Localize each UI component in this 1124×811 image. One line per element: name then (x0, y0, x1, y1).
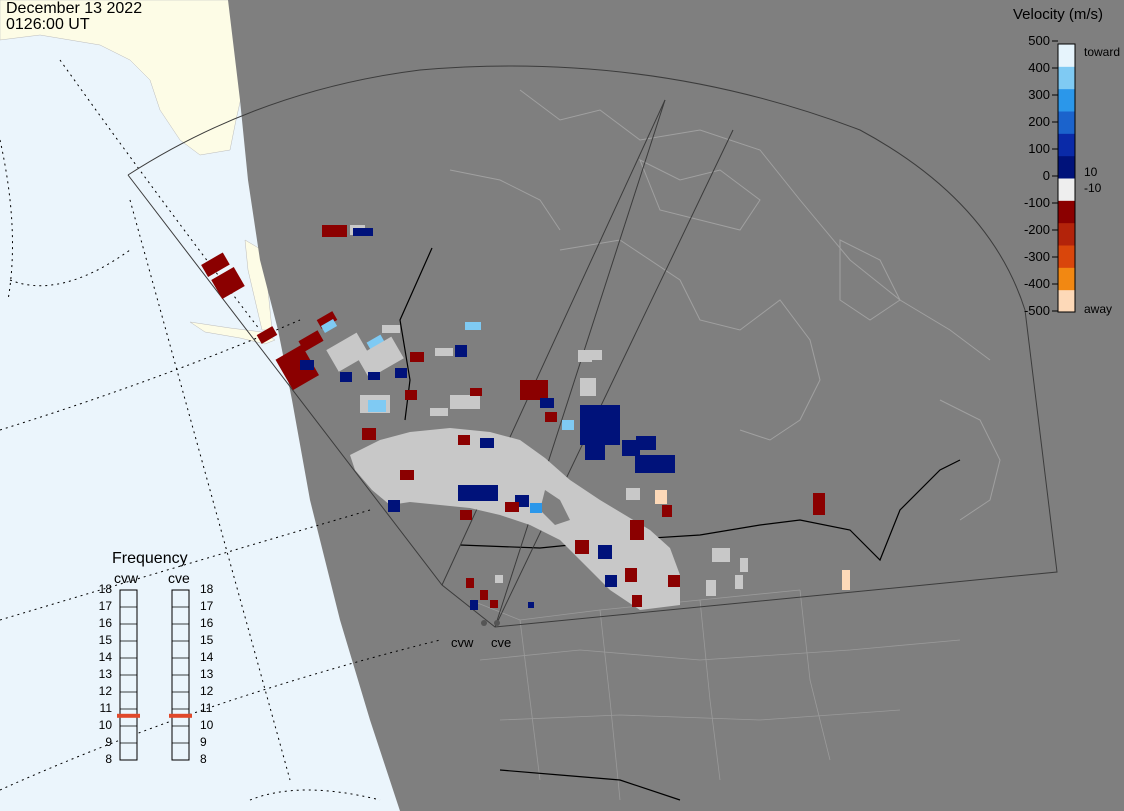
colorbar-segment (1058, 245, 1075, 268)
colorbar-title: Velocity (m/s) (1013, 6, 1104, 23)
night-region (228, 0, 1124, 811)
colorbar-minus-threshold: -10 (1084, 181, 1102, 195)
velocity-colorbar (1052, 40, 1076, 313)
colorbar-tick-label: 100 (1028, 141, 1050, 156)
frequency-label-cvw: cvw (114, 570, 139, 586)
colorbar-segment (1058, 222, 1075, 246)
coastlines (449, 89, 1001, 521)
frequency-tick-label-right: 16 (200, 616, 214, 630)
frequency-tick-label-right: 14 (200, 650, 214, 664)
radar-site-cve (494, 620, 500, 626)
frequency-tick-label-left: 8 (105, 752, 112, 766)
frequency-tick-label-right: 11 (200, 701, 213, 715)
state-borders (469, 589, 961, 801)
frequency-tick-label-left: 13 (98, 667, 112, 681)
colorbar-segment (1058, 88, 1075, 112)
frequency-tick-label-right: 8 (200, 752, 207, 766)
radar-label-cvw: cvw (451, 635, 474, 650)
colorbar-tick-label: -400 (1023, 276, 1050, 291)
ground-scatter-band (350, 428, 680, 610)
ground-scatter-inner-gap (540, 490, 570, 525)
colorbar-frame (1057, 43, 1076, 313)
date-text: December 13 2022 (6, 0, 143, 17)
field-of-view-outlines (127, 65, 1058, 628)
frequency-title: Frequency (112, 550, 188, 567)
colorbar-tick-label: 300 (1028, 87, 1050, 102)
colorbar-plus-threshold: 10 (1084, 165, 1098, 179)
frequency-tick-label-right: 18 (200, 582, 214, 596)
colorbar-segment (1058, 267, 1075, 291)
colorbar-segment (1058, 155, 1075, 179)
frequency-tick-label-right: 13 (200, 667, 214, 681)
timestamp: December 13 2022 0126:00 UT (6, 1, 142, 33)
lat-lon-grid (0, 59, 441, 801)
frequency-tick-label-right: 10 (200, 718, 214, 732)
colorbar-segment (1058, 178, 1075, 201)
velocity-echoes (201, 225, 850, 610)
frequency-tick-label-left: 16 (98, 616, 112, 630)
frequency-tick-label-left: 9 (105, 735, 112, 749)
colorbar-tick-label: 200 (1028, 114, 1050, 129)
colorbar-tick-label: -200 (1023, 222, 1050, 237)
radar-site-cvw (481, 620, 487, 626)
frequency-tick-label-left: 11 (99, 701, 112, 715)
frequency-tick-label-left: 15 (98, 633, 112, 647)
frequency-marker-cve (169, 713, 192, 718)
frequency-label-cve: cve (168, 570, 190, 586)
frequency-gauges (117, 589, 192, 761)
colorbar-away-label: away (1084, 302, 1113, 316)
frequency-tick-label-right: 15 (200, 633, 214, 647)
radar-label-cve: cve (491, 635, 512, 650)
frequency-tick-label-right: 17 (200, 599, 214, 613)
frequency-tick-label-left: 14 (98, 650, 112, 664)
colorbar-tick-label: -500 (1023, 303, 1050, 318)
colorbar-tick-label: -100 (1023, 195, 1050, 210)
colorbar-segment (1058, 44, 1075, 67)
colorbar-segment (1058, 66, 1075, 90)
colorbar-tick-label: -300 (1023, 249, 1050, 264)
frequency-tick-label-right: 12 (200, 684, 214, 698)
colorbar-tick-label: 500 (1028, 33, 1050, 48)
frequency-tick-label-left: 10 (98, 718, 112, 732)
frequency-marker-cvw (117, 713, 140, 718)
colorbar-segment (1058, 111, 1075, 134)
frequency-tick-label-left: 17 (98, 599, 112, 613)
time-text: 0126:00 UT (6, 16, 90, 33)
colorbar-segment (1058, 200, 1075, 224)
colorbar-tick-label: 0 (1042, 168, 1050, 183)
frequency-tick-label-left: 18 (98, 582, 112, 596)
colorbar-segment (1058, 289, 1075, 313)
colorbar-toward-label: toward (1084, 45, 1121, 59)
colorbar-segment (1058, 133, 1075, 157)
frequency-tick-label-left: 12 (98, 684, 112, 698)
frequency-tick-label-right: 9 (200, 735, 207, 749)
colorbar-tick-label: 400 (1028, 60, 1050, 75)
